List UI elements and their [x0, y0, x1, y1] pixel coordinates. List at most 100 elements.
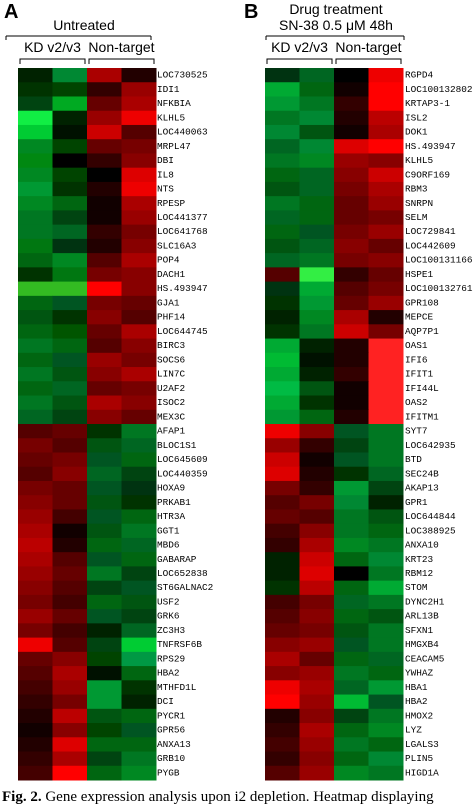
heatmap-cell — [299, 395, 335, 411]
heatmap-cell — [52, 167, 88, 183]
heatmap-cell — [265, 680, 300, 696]
heatmap-cell — [299, 623, 335, 639]
gene-label: ST6GALNAC2 — [157, 582, 213, 593]
heatmap-cell — [52, 580, 88, 596]
heatmap-cell — [121, 495, 157, 510]
heatmap-cell — [299, 352, 335, 368]
gene-label: GPR1 — [405, 497, 428, 508]
heatmap-cell — [334, 666, 369, 681]
heatmap-cell — [52, 352, 88, 368]
heatmap-cell — [265, 424, 300, 439]
heatmap-cell — [18, 181, 53, 197]
heatmap-cell — [18, 139, 53, 154]
gene-label: PLIN5 — [405, 753, 434, 764]
heatmap-cell — [18, 224, 53, 240]
heatmap-cell — [265, 96, 300, 112]
heatmap-cell — [368, 96, 404, 112]
gene-label: DYNC2H1 — [405, 596, 445, 607]
heatmap-cell — [334, 338, 369, 354]
heatmap-cell — [299, 509, 335, 525]
heatmap-cell — [87, 381, 122, 397]
heatmap-cell — [87, 480, 122, 496]
heatmap-cell — [52, 281, 88, 297]
heatmap-cell — [87, 637, 122, 653]
heatmap-cell — [121, 552, 157, 567]
heatmap-cell — [299, 452, 335, 468]
gene-label: BTD — [405, 454, 422, 465]
heatmap-cell — [52, 267, 88, 283]
heatmap-cell — [265, 523, 300, 539]
heatmap-cell — [52, 295, 88, 311]
heatmap-cell — [265, 324, 300, 340]
heatmap-cell — [121, 352, 157, 368]
heatmap-cell — [368, 594, 404, 610]
group-bracket — [19, 58, 86, 64]
gene-label: LOC441377 — [157, 212, 208, 223]
heatmap-cell — [265, 694, 300, 710]
heatmap-cell — [299, 580, 335, 596]
gene-label: HOXA9 — [157, 483, 185, 494]
group-label: Non-target — [88, 39, 154, 55]
gene-label: SOCS6 — [157, 354, 186, 365]
heatmap-cell — [18, 480, 53, 496]
gene-label: IFITM1 — [405, 411, 439, 422]
heatmap-cell — [299, 466, 335, 482]
gene-label: SLC16A3 — [157, 240, 197, 251]
heatmap-cell — [121, 82, 157, 97]
heatmap-cell — [299, 765, 335, 781]
heatmap-cell — [121, 466, 157, 482]
heatmap-cell — [87, 338, 122, 354]
heatmap-cell — [265, 110, 300, 126]
gene-label: PRKAB1 — [157, 497, 191, 508]
heatmap-cell — [121, 651, 157, 667]
gene-label: KLHL5 — [405, 155, 434, 166]
panel-title: Drug treatment — [289, 1, 382, 17]
heatmap-cell — [87, 666, 122, 681]
heatmap-cell — [334, 253, 369, 268]
heatmap-cell — [334, 295, 369, 311]
heatmap-cell — [52, 566, 88, 582]
heatmap-cell — [87, 281, 122, 297]
gene-label: LOC440063 — [157, 127, 208, 138]
group-bracket — [266, 58, 333, 64]
heatmap-cell — [368, 367, 404, 382]
heatmap-cell — [87, 324, 122, 340]
gene-label: LOC644844 — [405, 511, 456, 522]
heatmap-cell — [18, 267, 53, 283]
heatmap-cell — [265, 167, 300, 183]
gene-label: HSPE1 — [405, 269, 434, 280]
heatmap-cell — [368, 139, 404, 154]
heatmap-cell — [18, 452, 53, 468]
heatmap-cell — [52, 310, 88, 325]
heatmap-cell — [299, 281, 335, 297]
heatmap-cell — [299, 153, 335, 169]
heatmap-cell — [52, 181, 88, 197]
heatmap-cell — [87, 609, 122, 624]
heatmap-cell — [265, 153, 300, 169]
heatmap-cell — [121, 509, 157, 525]
gene-label: GPR108 — [405, 297, 439, 308]
gene-label: MEX3C — [157, 411, 186, 422]
heatmap-cell — [334, 765, 369, 781]
gene-label: LYZ — [405, 725, 422, 736]
heatmap-cell — [18, 723, 53, 738]
heatmap-cell — [265, 666, 300, 681]
heatmap-cell — [87, 452, 122, 468]
heatmap-cell — [368, 210, 404, 226]
heatmap-cell — [299, 680, 335, 696]
heatmap-cell — [334, 466, 369, 482]
heatmap-cell — [368, 409, 404, 425]
heatmap-cell — [121, 295, 157, 311]
heatmap-cell — [368, 253, 404, 268]
heatmap-cell — [87, 537, 122, 553]
heatmap-cell — [52, 751, 88, 767]
heatmap-cell — [121, 637, 157, 653]
heatmap-cell — [299, 552, 335, 567]
heatmap-cell — [121, 566, 157, 582]
heatmap-cell — [334, 594, 369, 610]
heatmap-cell — [87, 680, 122, 696]
heatmap-cell — [299, 694, 335, 710]
heatmap-cell — [52, 409, 88, 425]
gene-label: KRT23 — [405, 554, 434, 565]
heatmap-cell — [265, 480, 300, 496]
